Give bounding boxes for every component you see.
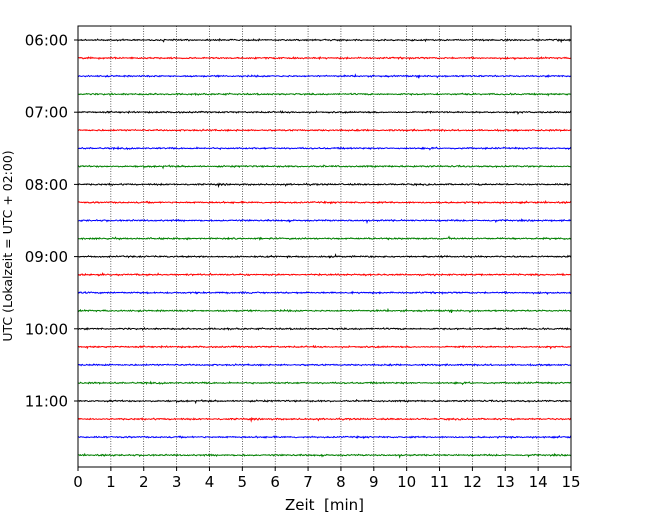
trace-line [77,271,572,277]
y-tick-label: 11:00 [25,393,68,411]
plot-frame [77,25,572,468]
y-axis-ticks: 06:00 07:00 08:00 09:00 10:00 11:00 [25,32,78,411]
trace-line [77,73,572,79]
trace-line [77,307,572,314]
x-tick-label: 9 [369,473,379,491]
trace-line [77,145,572,151]
trace-line [77,452,572,459]
x-tick-label: 6 [270,473,280,491]
x-tick-label: 5 [238,473,248,491]
trace-line [77,398,572,405]
x-tick-label: 15 [561,473,580,491]
y-tick-label: 06:00 [25,32,68,50]
x-tick-label: 7 [303,473,313,491]
trace-line [77,253,572,259]
trace-line [77,416,572,423]
trace-line [77,326,572,331]
minute-grid [110,26,539,467]
trace-line [77,92,572,97]
trace-line [77,363,572,367]
x-tick-label: 4 [205,473,215,491]
x-tick-label: 14 [529,473,548,491]
trace-line [77,290,572,295]
trace-line [77,344,572,350]
y-axis-label: UTC (Lokalzeit = UTC + 02:00) [0,150,15,341]
trace-line [77,110,572,115]
y-tick-label: 08:00 [25,176,68,194]
trace-line [77,380,572,386]
trace-line [77,218,572,225]
x-tick-label: 3 [172,473,182,491]
trace-line [77,434,572,440]
x-axis-ticks: 0 1 2 3 4 5 6 7 8 9 10 11 12 13 14 15 [73,467,581,491]
x-tick-label: 13 [496,473,515,491]
trace-line [77,55,572,61]
x-tick-label: 1 [106,473,116,491]
x-tick-label: 0 [73,473,83,491]
x-tick-label: 10 [397,473,416,491]
x-tick-label: 12 [463,473,482,491]
y-tick-label: 09:00 [25,248,68,266]
trace-line [77,164,572,170]
trace-line [77,182,572,189]
y-tick-label: 07:00 [25,104,68,122]
seismogram-traces [77,37,572,459]
trace-line [77,128,572,133]
x-tick-label: 2 [139,473,149,491]
trace-line [77,235,572,241]
trace-line [77,199,572,205]
y-tick-label: 10:00 [25,320,68,338]
x-axis-label: Zeit [min] [285,496,364,514]
x-tick-label: 8 [336,473,346,491]
trace-line [77,37,572,44]
x-tick-label: 11 [430,473,449,491]
